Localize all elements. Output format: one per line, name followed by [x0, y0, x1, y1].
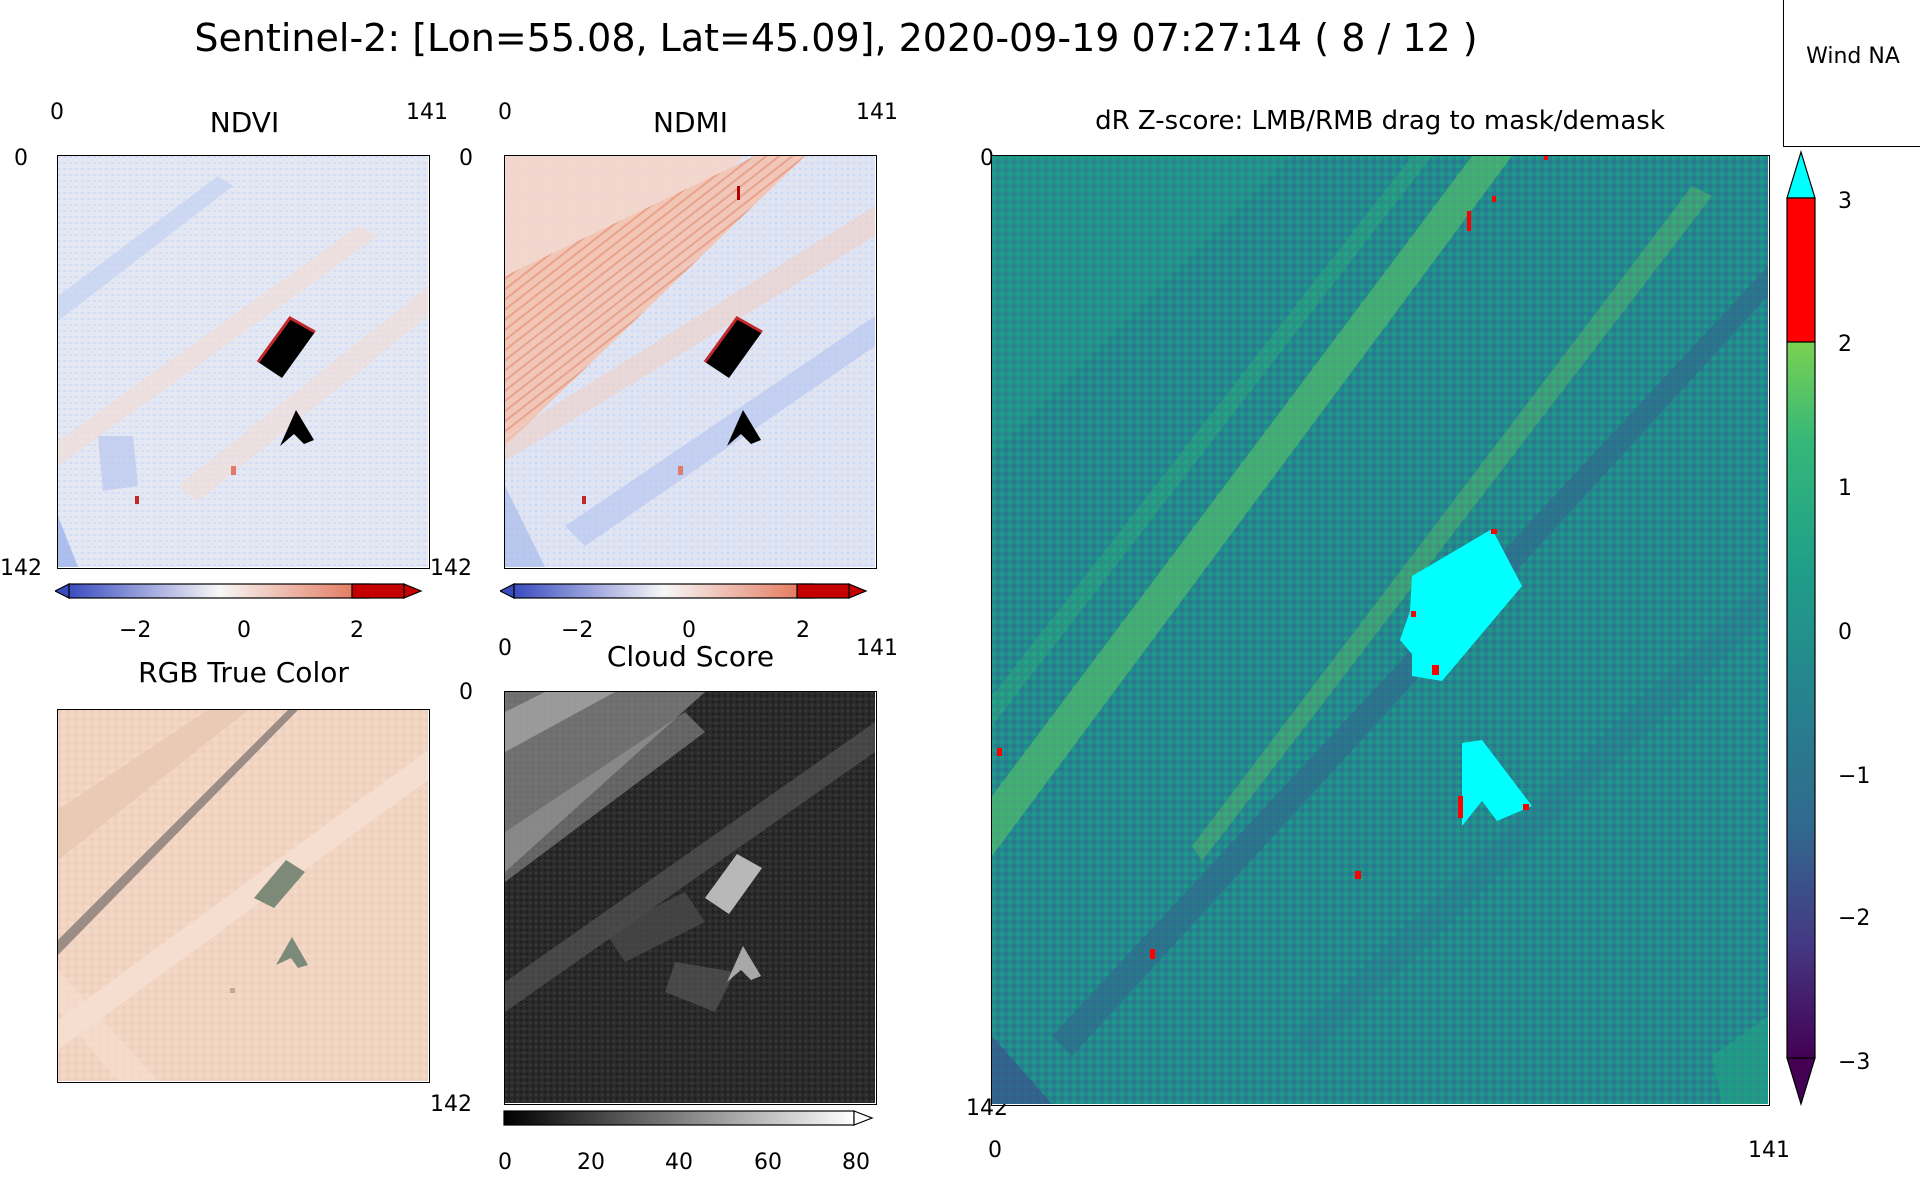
zscore-cb-tick-0: 0	[1838, 620, 1852, 645]
zscore-colorbar	[1786, 150, 1816, 1106]
cloud-cb-tick-60: 60	[754, 1150, 782, 1175]
cloud-x-tick-141: 141	[856, 636, 898, 661]
zscore-cb-tick-1: 1	[1838, 476, 1852, 501]
ndvi-cb-tick-2: 2	[350, 618, 364, 643]
wind-label: Wind NA	[1806, 44, 1900, 69]
cloud-y-tick-0: 0	[459, 680, 473, 705]
cloud-raster	[505, 692, 875, 1103]
ndmi-title: NDMI	[653, 106, 728, 139]
ndmi-raster	[505, 156, 875, 567]
ndmi-colorbar	[500, 583, 880, 599]
rgb-title: RGB True Color	[138, 656, 349, 689]
cloud-y-tick-142: 142	[430, 1092, 472, 1117]
zscore-cb-tick-neg2: −2	[1838, 906, 1871, 931]
ndmi-image[interactable]	[504, 155, 877, 569]
ndvi-y-tick-142: 142	[0, 556, 42, 581]
ndmi-cb-tick-neg2: −2	[561, 618, 594, 643]
wind-info-box: Wind NA	[1783, 0, 1920, 147]
ndvi-colorbar	[55, 583, 435, 599]
cloud-cb-tick-40: 40	[665, 1150, 693, 1175]
zscore-cb-tick-3: 3	[1838, 189, 1852, 214]
ndmi-y-tick-0: 0	[459, 146, 473, 171]
figure-title: Sentinel-2: [Lon=55.08, Lat=45.09], 2020…	[194, 16, 1478, 60]
ndvi-raster	[58, 156, 428, 567]
cloud-cb-tick-20: 20	[577, 1150, 605, 1175]
cloud-cb-tick-80: 80	[842, 1150, 870, 1175]
ndmi-cb-tick-2: 2	[796, 618, 810, 643]
ndvi-x-tick-0: 0	[50, 100, 64, 125]
cloud-image[interactable]	[504, 691, 877, 1105]
cloud-colorbar	[500, 1110, 880, 1126]
ndvi-image[interactable]	[57, 155, 430, 569]
zscore-cb-tick-neg3: −3	[1838, 1050, 1871, 1075]
rgb-raster	[58, 710, 428, 1081]
zscore-title: dR Z-score: LMB/RMB drag to mask/demask	[1095, 106, 1665, 136]
ndvi-y-tick-0: 0	[14, 146, 28, 171]
zscore-x-tick-0: 0	[988, 1138, 1002, 1163]
zscore-x-tick-141: 141	[1748, 1138, 1790, 1163]
ndmi-y-tick-142: 142	[430, 556, 472, 581]
zscore-cb-tick-neg1: −1	[1838, 764, 1871, 789]
ndvi-title: NDVI	[209, 106, 280, 139]
ndmi-x-tick-141: 141	[856, 100, 898, 125]
ndvi-cb-tick-neg2: −2	[119, 618, 152, 643]
ndvi-cb-tick-0: 0	[237, 618, 251, 643]
zscore-y-tick-0: 0	[980, 146, 994, 171]
cloud-cb-tick-0: 0	[498, 1150, 512, 1175]
zscore-cb-tick-2: 2	[1838, 332, 1852, 357]
cloud-title: Cloud Score	[606, 640, 775, 673]
zscore-image[interactable]	[991, 155, 1770, 1106]
cloud-x-tick-0: 0	[498, 636, 512, 661]
rgb-image[interactable]	[57, 709, 430, 1083]
ndmi-x-tick-0: 0	[498, 100, 512, 125]
zscore-raster	[992, 156, 1768, 1104]
ndvi-x-tick-141: 141	[406, 100, 448, 125]
ndmi-cb-tick-0: 0	[682, 618, 696, 643]
